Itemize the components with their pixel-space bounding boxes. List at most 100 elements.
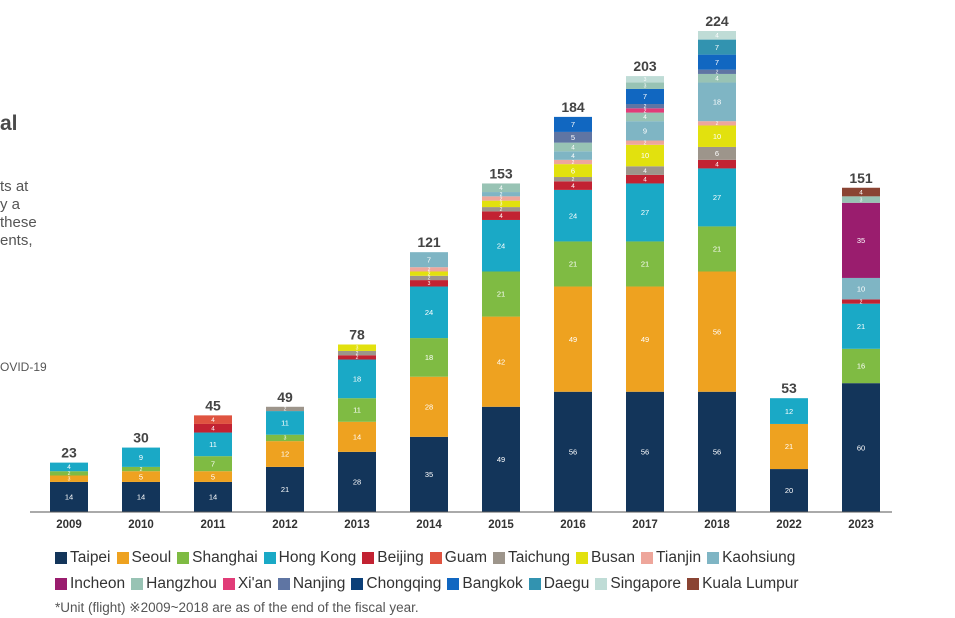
legend-swatch: [362, 552, 375, 564]
segment-label: 27: [713, 193, 721, 202]
bar-segment: [842, 202, 880, 278]
legend-item: Kaohsiung: [707, 549, 795, 567]
segment-label: 21: [713, 245, 721, 254]
x-tick-label: 2009: [56, 519, 82, 531]
segment-label: 2: [356, 355, 359, 361]
segment-label: 14: [137, 493, 145, 502]
legend-label: Kaohsiung: [722, 549, 796, 566]
legend-swatch: [55, 578, 67, 590]
bar-segment: [698, 271, 736, 392]
legend-item: Busan: [576, 549, 635, 567]
legend-label: Hangzhou: [146, 575, 217, 592]
bar-segment: [842, 348, 880, 384]
bar-segment: [554, 142, 592, 152]
bar-total-label: 224: [705, 13, 729, 29]
segment-label: 3: [428, 281, 431, 287]
legend-swatch: [447, 578, 460, 590]
segment-label: 27: [641, 208, 649, 217]
bar-segment: [194, 415, 232, 424]
bar-segment: [698, 226, 736, 272]
bar-total-label: 153: [489, 165, 513, 181]
legend-label: Guam: [444, 549, 487, 566]
bar-segment: [266, 434, 304, 442]
segment-label: 21: [857, 322, 865, 331]
bar-segment: [698, 146, 736, 160]
x-tick-label: 2013: [344, 519, 370, 531]
bar-total-label: 45: [205, 397, 221, 413]
bar-segment: [410, 436, 448, 512]
segment-label: 2: [500, 196, 503, 202]
segment-label: 35: [425, 470, 433, 479]
segment-label: 12: [785, 407, 793, 416]
bar-segment: [554, 189, 592, 242]
legend-item: Taichung: [492, 549, 570, 567]
bar-segment: [626, 112, 664, 122]
bar-segment: [770, 423, 808, 470]
side-paragraph: ts at y a these ents,: [0, 178, 37, 250]
bar-segment: [482, 200, 520, 208]
legend-label: Beijing: [377, 549, 424, 566]
bar-segment: [626, 166, 664, 175]
legend-item: Incheon: [55, 575, 125, 593]
segment-label: 10: [713, 132, 721, 141]
segment-label: 56: [713, 327, 721, 336]
bar-segment: [410, 271, 448, 276]
segment-label: 2: [68, 471, 71, 477]
legend-item: Nanjing: [277, 575, 345, 593]
segment-label: 11: [353, 406, 361, 415]
x-tick-label: 2012: [272, 519, 298, 531]
segment-label: 4: [715, 161, 719, 168]
legend-label: Singapore: [610, 575, 682, 592]
bar-segment: [626, 82, 664, 89]
bar-segment: [842, 303, 880, 349]
bar-segment: [626, 121, 664, 141]
segment-label: 24: [425, 308, 433, 317]
bar-segment: [50, 481, 88, 512]
x-tick-label: 2010: [128, 519, 154, 531]
legend-label: Kuala Lumpur: [702, 575, 799, 592]
segment-label: 2: [644, 140, 647, 146]
bar-segment: [266, 411, 304, 435]
segment-label: 12: [281, 450, 289, 459]
side-line: ents,: [0, 232, 33, 249]
segment-label: 21: [569, 260, 577, 269]
bar-segment: [626, 76, 664, 83]
bar-segment: [194, 481, 232, 512]
bar-segment: [122, 466, 160, 472]
segment-label: 11: [209, 440, 217, 449]
bar-segment: [626, 241, 664, 287]
segment-label: 9: [643, 127, 647, 136]
segment-label: 28: [425, 402, 433, 411]
segment-label: 42: [497, 357, 505, 366]
bar-segment: [410, 252, 448, 268]
bar-segment: [122, 447, 160, 467]
legend-swatch: [640, 552, 653, 564]
legend-label: Seoul: [131, 549, 172, 566]
bar-segment: [626, 144, 664, 167]
segment-label: 20: [785, 486, 793, 495]
bar-segment: [698, 31, 736, 40]
segment-label: 2: [428, 271, 431, 277]
bar-segment: [698, 121, 736, 126]
bar-segment: [842, 187, 880, 197]
legend-swatch: [687, 578, 700, 590]
legend-row-2: Incheon Hangzhou Xi'an Nanjing Chongqing Bang…: [55, 575, 805, 593]
legend-item: Shanghai: [177, 549, 258, 567]
segment-label: 5: [139, 472, 143, 481]
x-tick-label: 2023: [848, 519, 874, 531]
bar-total-label: 30: [133, 430, 149, 446]
segment-label: 4: [643, 114, 647, 121]
segment-label: 3: [644, 84, 647, 90]
segment-label: 6: [571, 166, 575, 175]
segment-label: 35: [857, 236, 865, 245]
bar-segment: [626, 88, 664, 105]
legend-label: Bangkok: [462, 575, 523, 592]
segment-label: 4: [571, 153, 575, 160]
bar-segment: [554, 241, 592, 287]
legend-item: Seoul: [116, 549, 172, 567]
segment-label: 2: [644, 108, 647, 114]
segment-label: 14: [353, 433, 361, 442]
segment-label: 2: [716, 70, 719, 76]
segment-label: 4: [211, 426, 215, 433]
side-line: these: [0, 214, 37, 231]
